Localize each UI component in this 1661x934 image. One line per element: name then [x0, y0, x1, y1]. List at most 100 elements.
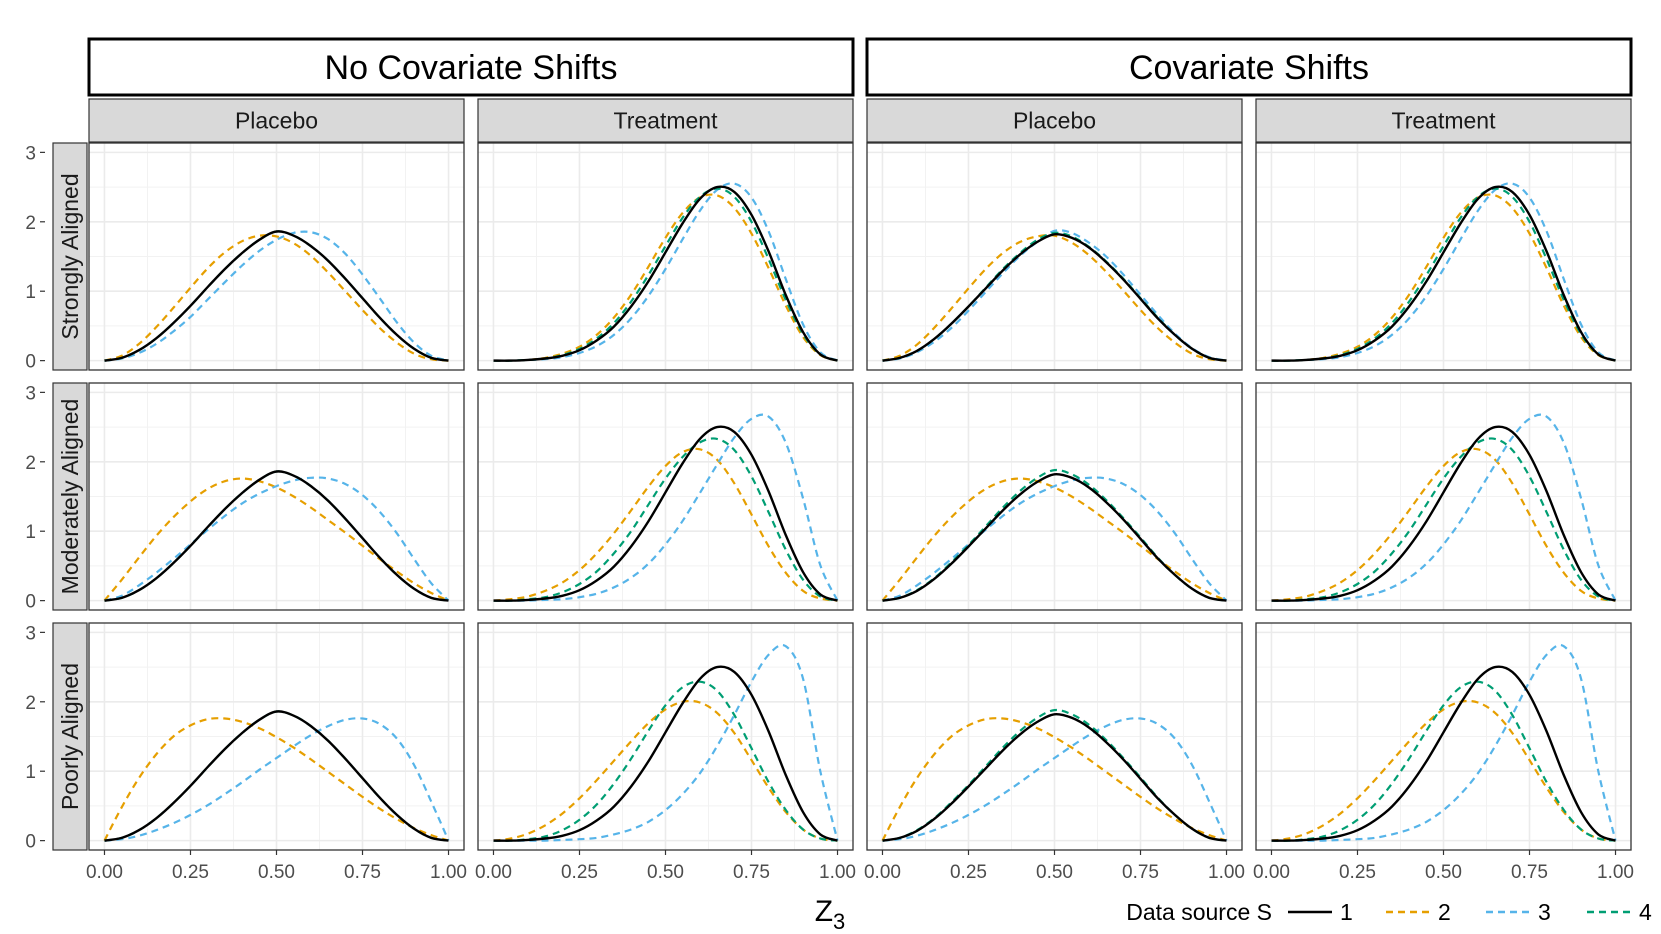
y-tick-label: 0	[25, 832, 36, 853]
x-tick-label: 0.50	[258, 862, 295, 883]
x-tick-label: 0.25	[1339, 862, 1376, 883]
series-line-3	[493, 643, 839, 842]
y-tick-label: 0	[25, 592, 36, 613]
series-line-3	[104, 717, 450, 842]
x-tick-label: 0.00	[864, 862, 901, 883]
series-line-2	[882, 234, 1227, 362]
legend-label: 4	[1639, 899, 1652, 925]
series-line-3	[1271, 413, 1617, 602]
y-tick-label: 2	[25, 213, 36, 234]
series-line-1	[493, 665, 838, 842]
row-strip-box	[52, 142, 88, 371]
legend-label: 1	[1340, 899, 1353, 925]
column-strip-box	[866, 98, 1243, 143]
series-line-1	[1271, 185, 1616, 362]
x-tick-label: 0.00	[86, 862, 123, 883]
series-line-1	[104, 710, 449, 842]
column-strip-label: Treatment	[614, 108, 719, 134]
series-line-2	[493, 447, 838, 602]
series-line-1	[104, 470, 449, 602]
x-axis-title: Z3	[815, 895, 846, 934]
x-tick-label: 0.00	[1253, 862, 1290, 883]
panel-border	[866, 622, 1243, 851]
y-tick-label: 2	[25, 453, 36, 474]
x-tick-label: 0.00	[475, 862, 512, 883]
panel-border	[1255, 382, 1632, 611]
panel-border	[88, 382, 465, 611]
series-line-4	[493, 680, 838, 842]
y-tick-label: 1	[25, 522, 36, 543]
y-tick-label: 2	[25, 693, 36, 714]
x-tick-label: 0.25	[561, 862, 598, 883]
x-tick-label: 0.25	[172, 862, 209, 883]
series-line-2	[103, 477, 449, 602]
x-tick-label: 0.50	[1425, 862, 1462, 883]
panel-border	[88, 622, 465, 851]
x-tick-label: 1.00	[819, 862, 856, 883]
row-strip-label: Strongly Aligned	[57, 173, 83, 339]
legend-label: 2	[1438, 899, 1451, 925]
series-line-2	[1271, 447, 1616, 602]
series-line-1	[493, 185, 838, 362]
series-line-2	[1271, 193, 1616, 362]
row-strip-label: Moderately Aligned	[57, 399, 83, 595]
x-tick-label: 0.25	[950, 862, 987, 883]
x-tick-label: 0.75	[733, 862, 770, 883]
legend-title: Data source S	[1126, 899, 1272, 925]
group-strip-box	[87, 37, 855, 97]
series-line-2	[881, 477, 1227, 602]
series-line-3	[882, 717, 1228, 842]
series-line-3	[1271, 643, 1617, 842]
column-strip-label: Treatment	[1392, 108, 1497, 134]
column-strip-box	[1255, 98, 1632, 143]
y-tick-label: 1	[25, 762, 36, 783]
series-line-1	[1271, 665, 1616, 842]
series-line-3	[104, 476, 450, 602]
panel-border	[1255, 142, 1632, 371]
x-tick-label: 1.00	[430, 862, 467, 883]
group-strip-box	[865, 37, 1633, 97]
series-line-1	[493, 425, 838, 602]
series-line-3	[493, 413, 839, 602]
series-line-1	[104, 230, 449, 362]
x-tick-label: 0.75	[1122, 862, 1159, 883]
series-line-4	[1271, 680, 1616, 842]
y-tick-label: 1	[25, 282, 36, 303]
x-tick-label: 1.00	[1208, 862, 1245, 883]
legend-label: 3	[1538, 899, 1551, 925]
series-line-4	[1271, 187, 1616, 362]
x-tick-label: 0.75	[344, 862, 381, 883]
column-strip-label: Placebo	[1013, 108, 1096, 134]
x-tick-label: 1.00	[1597, 862, 1634, 883]
column-strip-label: Placebo	[235, 108, 318, 134]
series-line-1	[882, 232, 1227, 362]
series-line-2	[493, 699, 838, 842]
group-strip-label: Covariate Shifts	[1129, 49, 1369, 87]
series-line-2	[881, 717, 1227, 842]
series-line-3	[882, 476, 1228, 602]
panel-border	[866, 142, 1243, 371]
x-axis-title-main: Z	[815, 895, 833, 928]
group-strip-label: No Covariate Shifts	[325, 49, 618, 87]
y-tick-label: 3	[25, 383, 36, 404]
panel-border	[866, 382, 1243, 611]
series-line-1	[882, 472, 1227, 602]
series-line-3	[493, 182, 838, 362]
column-strip-box	[88, 98, 465, 143]
series-line-3	[882, 229, 1227, 362]
x-tick-label: 0.75	[1511, 862, 1548, 883]
row-strip-box	[52, 622, 88, 851]
series-line-2	[104, 234, 449, 362]
y-tick-label: 3	[25, 623, 36, 644]
series-line-1	[1271, 425, 1616, 602]
row-strip-label: Poorly Aligned	[57, 663, 83, 810]
row-strip-box	[52, 382, 88, 611]
panel-border	[477, 622, 854, 851]
series-line-3	[104, 230, 449, 362]
panel-border	[88, 142, 465, 371]
x-axis-title-subscript: 3	[833, 909, 845, 934]
panel-border	[477, 142, 854, 371]
series-line-4	[493, 187, 838, 362]
series-line-2	[103, 717, 449, 842]
